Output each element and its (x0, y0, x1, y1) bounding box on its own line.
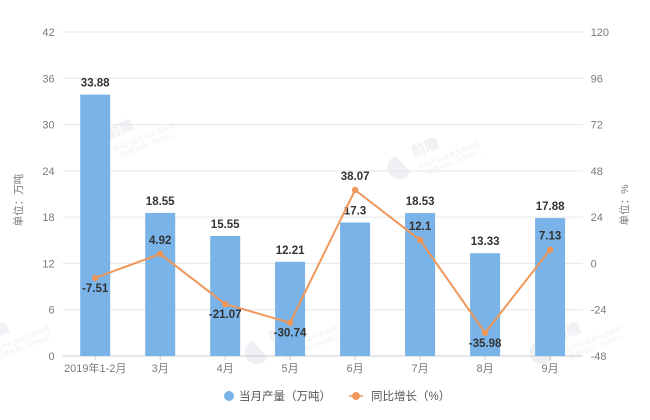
svg-text:0: 0 (591, 258, 597, 270)
svg-text:33.88: 33.88 (81, 78, 110, 90)
svg-text:7月: 7月 (412, 363, 429, 375)
svg-text:6月: 6月 (347, 363, 364, 375)
svg-text:24: 24 (591, 212, 603, 224)
svg-text:3月: 3月 (152, 363, 169, 375)
svg-text:12.1: 12.1 (409, 221, 432, 233)
svg-text:38.07: 38.07 (341, 171, 370, 183)
svg-text:8月: 8月 (477, 363, 494, 375)
svg-text:-48: -48 (591, 351, 607, 363)
svg-text:18.55: 18.55 (146, 196, 175, 208)
svg-text:120: 120 (591, 27, 609, 39)
svg-text:单位：%: 单位：% (618, 185, 631, 226)
svg-text:5月: 5月 (282, 363, 299, 375)
svg-text:单位：万吨: 单位：万吨 (12, 173, 25, 226)
svg-text:96: 96 (591, 73, 603, 85)
svg-text:同比增长（%）: 同比增长（%） (371, 389, 450, 403)
svg-text:18: 18 (42, 212, 54, 224)
svg-text:-35.98: -35.98 (469, 338, 502, 350)
svg-text:48: 48 (591, 166, 603, 178)
svg-text:当月产量（万吨）: 当月产量（万吨） (239, 389, 331, 403)
svg-text:0: 0 (49, 351, 55, 363)
svg-text:72: 72 (591, 120, 603, 132)
svg-text:12.21: 12.21 (276, 245, 305, 257)
svg-text:42: 42 (42, 27, 54, 39)
svg-text:7.13: 7.13 (539, 231, 561, 243)
svg-text:-21.07: -21.07 (209, 309, 242, 321)
svg-text:-30.74: -30.74 (274, 328, 307, 340)
svg-text:17.88: 17.88 (536, 201, 565, 213)
svg-text:9月: 9月 (542, 363, 559, 375)
svg-text:30: 30 (42, 120, 54, 132)
svg-text:4.92: 4.92 (149, 235, 171, 247)
svg-text:12: 12 (42, 258, 54, 270)
svg-text:-7.51: -7.51 (82, 283, 109, 295)
svg-text:-24: -24 (591, 305, 607, 317)
svg-text:13.33: 13.33 (471, 236, 500, 248)
svg-text:15.55: 15.55 (211, 219, 240, 231)
svg-text:6: 6 (49, 305, 55, 317)
svg-text:2019年1-2月: 2019年1-2月 (64, 361, 126, 375)
svg-text:4月: 4月 (217, 363, 234, 375)
svg-text:18.53: 18.53 (406, 196, 435, 208)
svg-text:36: 36 (42, 73, 54, 85)
svg-text:24: 24 (42, 166, 54, 178)
